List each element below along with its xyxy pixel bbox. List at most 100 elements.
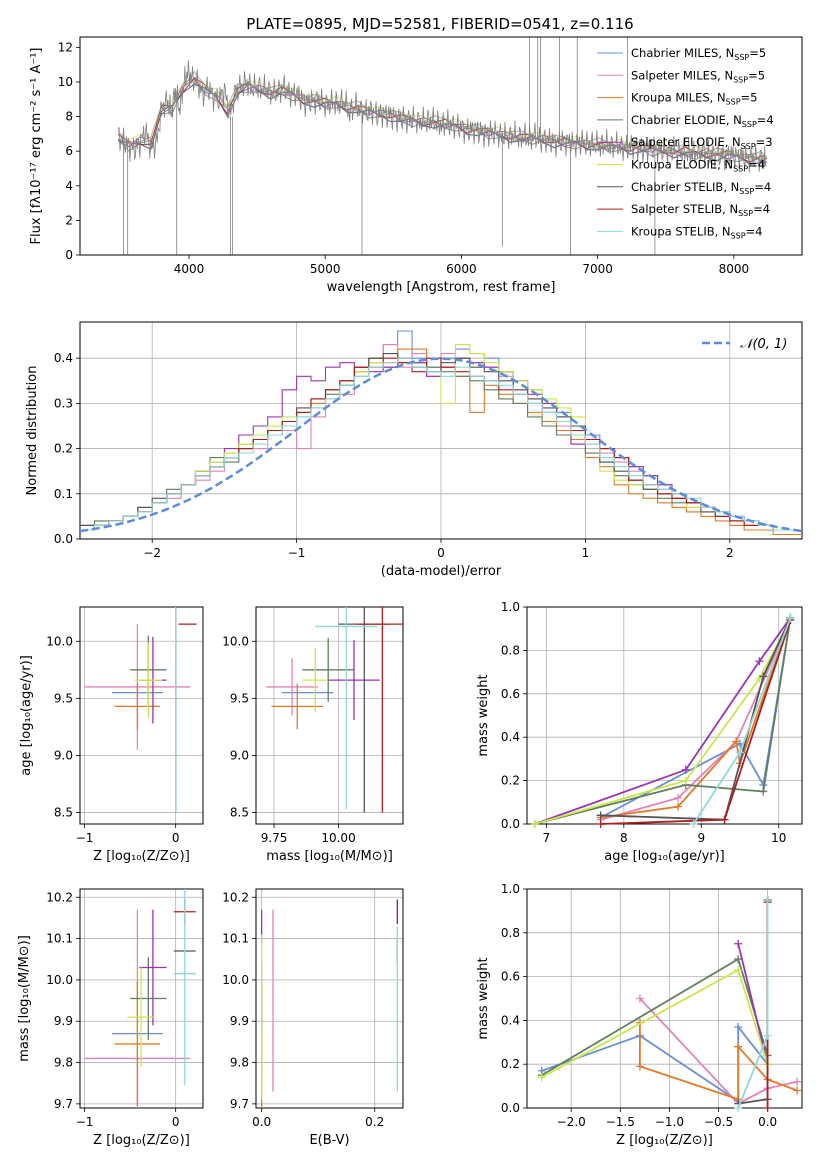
x-tick-label: 6000: [446, 262, 477, 276]
x-tick-label: 7: [543, 831, 551, 845]
mass_weight_vs_Z-panel: −2.0 −1.5 −1.0 −0.5 0.0 0.0 0.2 0.4 0.6 0.8 1.0 Z […: [476, 882, 803, 1148]
mass_vs_EBV-plot-area: [261, 899, 398, 1108]
x-tick-label: 10.00: [321, 831, 355, 845]
weight-marker: [763, 895, 772, 904]
x-tick-label: 0: [172, 1115, 180, 1129]
legend-entry: Chabrier STELIB, NSSP=4: [631, 180, 771, 196]
x-axis-label: Z [log₁₀(Z/Z⊙)]: [616, 1133, 713, 1148]
weight-marker: [674, 802, 683, 811]
y-tick-label: 9.5: [54, 691, 73, 705]
weight-line: [534, 617, 792, 825]
x-tick-label: 7000: [582, 262, 613, 276]
weight-marker: [786, 613, 795, 622]
weight-marker: [720, 815, 729, 824]
y-axis-label: mass [log₁₀(M/M⊙)]: [17, 935, 32, 1062]
y-tick-label: 0.8: [501, 926, 520, 940]
x-tick-label: −1: [288, 546, 306, 560]
x-tick-label: 0: [172, 831, 180, 845]
y-tick-label: 9.7: [230, 1097, 249, 1111]
y-tick-label: 9.9: [230, 1014, 249, 1028]
residuals-plot-area: [80, 330, 802, 536]
legend-entry: 𝒩(0, 1): [740, 337, 787, 352]
weight-marker: [635, 1062, 644, 1071]
plot-frame: [79, 888, 204, 1109]
weight-marker: [734, 955, 743, 964]
x-tick-label: −1.5: [606, 1115, 635, 1129]
y-tick-label: 9.0: [230, 748, 249, 762]
mass_vs_EBV-panel: 0.0 0.2 9.7 9.8 9.9 10.0 10.1 10.2 E(B-V): [222, 888, 404, 1148]
weight-marker: [755, 657, 764, 666]
spectrum-plot-area: [117, 37, 767, 255]
y-tick-label: 10.0: [222, 634, 249, 648]
y-tick-label: 10.1: [46, 932, 73, 946]
y-tick-label: 8: [65, 110, 73, 124]
y-tick-label: 10.1: [222, 932, 249, 946]
y-tick-label: 9.8: [230, 1056, 249, 1070]
x-axis-label: mass [log₁₀(M/M⊙)]: [266, 849, 393, 864]
gaussian-curve: [80, 357, 802, 533]
weight-line: [541, 900, 769, 1076]
x-tick-label: 10: [771, 831, 786, 845]
weight-marker: [681, 776, 690, 785]
weight-line: [600, 617, 792, 821]
weight-marker: [759, 787, 768, 796]
y-axis-label: mass weight: [476, 957, 491, 1039]
weight-marker: [759, 672, 768, 681]
weight-marker: [734, 939, 743, 948]
mass_vs_Z-plot-area: [84, 889, 196, 1108]
plot-frame: [255, 606, 404, 825]
plot-frame: [255, 888, 404, 1109]
x-tick-label: 1: [582, 546, 590, 560]
weight-marker: [734, 1104, 743, 1112]
y-axis-label: age [log₁₀(age/yr)]: [19, 655, 34, 776]
plot-frame: [79, 606, 204, 825]
weight-marker: [635, 994, 644, 1003]
weight-line: [541, 902, 769, 1079]
y-tick-label: 0.2: [501, 1057, 520, 1071]
y-tick-label: 0.6: [501, 687, 520, 701]
y-tick-label: 0.6: [501, 970, 520, 984]
legend-entry: Kroupa MILES, NSSP=5: [631, 91, 757, 107]
y-axis-label: mass weight: [476, 674, 491, 756]
weight-marker: [736, 748, 745, 757]
spectrum-panel: 4000 5000 6000 7000 8000 0 2 4 6 8 10 12 wavelength …: [29, 36, 803, 295]
y-tick-label: 0.2: [54, 442, 73, 456]
x-tick-label: 4000: [174, 262, 205, 276]
x-tick-label: −1: [76, 831, 94, 845]
x-tick-label: 5000: [310, 262, 341, 276]
legend-entry: Salpeter MILES, NSSP=5: [631, 68, 765, 84]
x-axis-label: E(B-V): [309, 1133, 349, 1148]
y-tick-label: 4: [65, 179, 73, 193]
x-tick-label: 8000: [719, 262, 750, 276]
x-tick-label: −1: [76, 1115, 94, 1129]
weight-line: [600, 619, 792, 821]
x-tick-label: −0.5: [704, 1115, 733, 1129]
legend-entry: Kroupa ELODIE, NSSP=4: [631, 158, 765, 174]
legend-entry: Chabrier MILES, NSSP=5: [631, 46, 766, 62]
y-tick-label: 0.3: [54, 396, 73, 410]
mass_weight_vs_age-panel: 7 8 9 10 0.0 0.2 0.4 0.6 0.8 1.0 age [log₁₀(age/yr…: [476, 600, 803, 864]
y-axis-label: Flux [fλ10⁻¹⁷ erg cm⁻² s⁻¹ A⁻¹]: [29, 48, 44, 245]
plot-frame: [526, 888, 803, 1109]
weight-marker: [674, 793, 683, 802]
y-tick-label: 8.5: [54, 806, 73, 820]
weight-marker: [732, 737, 741, 746]
y-tick-label: 2: [65, 213, 73, 227]
age_vs_Z-panel: −1 0 8.5 9.0 9.5 10.0 Z [log₁₀(Z/Z⊙)] age [log₁…: [19, 606, 204, 864]
y-tick-label: 9.5: [230, 691, 249, 705]
y-tick-label: 0.4: [54, 351, 73, 365]
weight-marker: [734, 966, 743, 975]
y-tick-label: 1.0: [501, 882, 520, 896]
residuals-panel: −2 −1 0 1 2 0.0 0.1 0.2 0.3 0.4 (data-model)/error…: [25, 321, 803, 579]
age_vs_mass-panel: 9.75 10.00 8.5 9.0 9.5 10.0 mass [log₁₀(M/M⊙)]: [222, 606, 404, 864]
x-tick-label: −2: [143, 546, 161, 560]
weight-marker: [689, 820, 698, 828]
y-tick-label: 10.0: [222, 973, 249, 987]
legend-entry: Chabrier ELODIE, NSSP=4: [631, 113, 774, 129]
y-tick-label: 0.8: [501, 643, 520, 657]
x-tick-label: 2: [726, 546, 734, 560]
weight-marker: [793, 1086, 802, 1095]
x-tick-label: 0.2: [365, 1115, 384, 1129]
y-tick-label: 0.2: [501, 774, 520, 788]
